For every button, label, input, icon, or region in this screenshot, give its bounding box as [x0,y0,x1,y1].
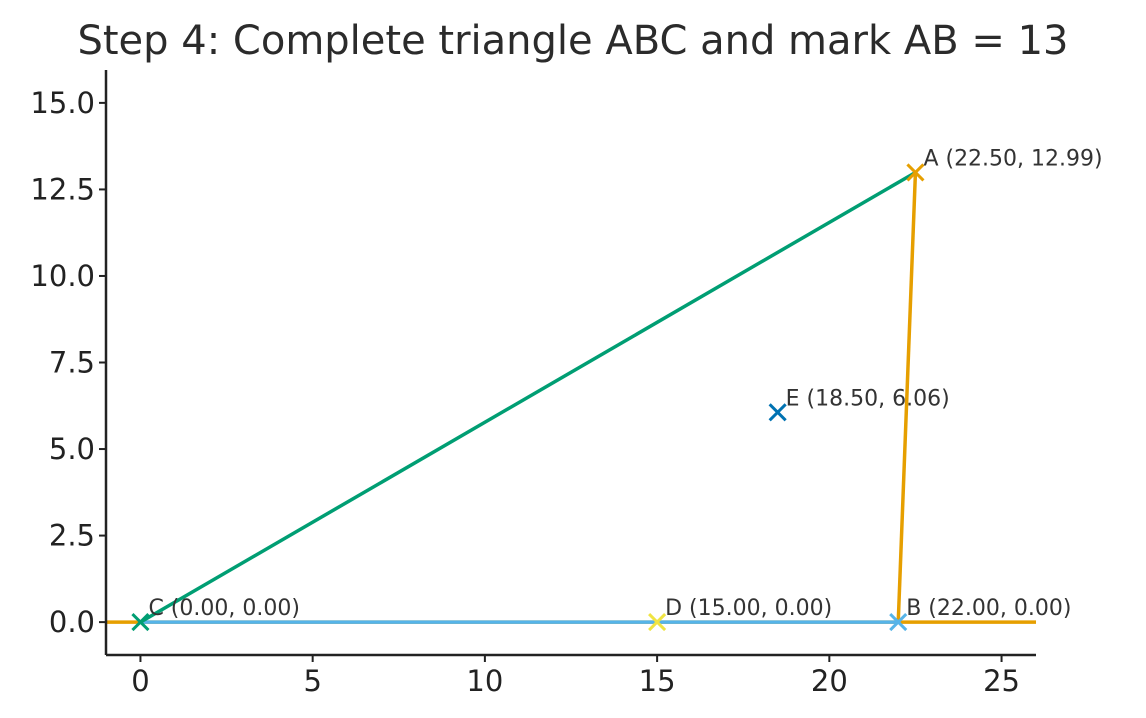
point-label-A: A (22.50, 12.99) [923,146,1102,171]
point-label-B: B (22.00, 0.00) [906,596,1071,621]
x-tick-label: 20 [811,664,848,698]
marker-E-stroke2 [768,403,787,422]
point-label-C: C (0.00, 0.00) [148,596,299,621]
y-tick-label: 10.0 [30,259,95,293]
y-tick-label: 5.0 [49,432,95,466]
point-B: B (22.00, 0.00) [889,596,1071,632]
marker-A-stroke2 [906,163,925,182]
y-tick-label: 12.5 [30,172,95,206]
point-D: D (15.00, 0.00) [648,596,832,632]
segment-CA [139,170,917,624]
x-tick-label: 10 [466,664,503,698]
x-tick-label: 25 [983,664,1020,698]
x-tick-label: 0 [131,664,149,698]
x-tick-label: 15 [639,664,676,698]
y-tick-label: 0.0 [49,605,95,639]
segment-BA [896,172,918,623]
y-tick-label: 15.0 [30,86,95,120]
point-C: C (0.00, 0.00) [131,596,300,632]
marker-C-stroke2 [131,613,150,632]
y-tick-label: 2.5 [49,519,95,553]
point-A: A (22.50, 12.99) [906,146,1103,182]
x-tick-label: 5 [303,664,321,698]
point-label-D: D (15.00, 0.00) [665,596,832,621]
y-tick-label: 7.5 [49,346,95,380]
point-E: E (18.50, 6.06) [768,386,950,422]
segments-layer [106,170,1036,624]
chart-title: Step 4: Complete triangle ABC and mark A… [77,18,1068,64]
axes-layer: 0 5 10 15 20 25 0.0 2.5 5.0 7.5 10.0 12.5 15.0 [30,70,1036,698]
point-label-E: E (18.50, 6.06) [786,386,950,411]
marker-D-stroke2 [648,613,667,632]
marker-B-stroke2 [889,613,908,632]
points-layer: A (22.50, 12.99) B (22.00, 0.00) C (0.00, … [131,146,1103,632]
